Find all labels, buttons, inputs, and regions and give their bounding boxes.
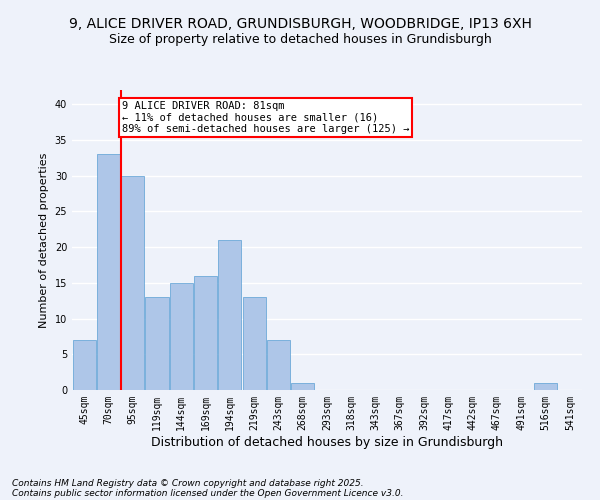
- Text: Contains HM Land Registry data © Crown copyright and database right 2025.: Contains HM Land Registry data © Crown c…: [12, 478, 364, 488]
- Bar: [534, 383, 557, 390]
- Bar: [97, 154, 120, 390]
- Bar: [194, 276, 217, 390]
- Bar: [73, 340, 95, 390]
- Text: Contains public sector information licensed under the Open Government Licence v3: Contains public sector information licen…: [12, 488, 404, 498]
- Bar: [170, 283, 193, 390]
- Text: 9 ALICE DRIVER ROAD: 81sqm
← 11% of detached houses are smaller (16)
89% of semi: 9 ALICE DRIVER ROAD: 81sqm ← 11% of deta…: [122, 100, 409, 134]
- Bar: [267, 340, 290, 390]
- Bar: [121, 176, 144, 390]
- X-axis label: Distribution of detached houses by size in Grundisburgh: Distribution of detached houses by size …: [151, 436, 503, 448]
- Text: 9, ALICE DRIVER ROAD, GRUNDISBURGH, WOODBRIDGE, IP13 6XH: 9, ALICE DRIVER ROAD, GRUNDISBURGH, WOOD…: [68, 18, 532, 32]
- Y-axis label: Number of detached properties: Number of detached properties: [39, 152, 49, 328]
- Bar: [218, 240, 241, 390]
- Bar: [291, 383, 314, 390]
- Bar: [242, 297, 266, 390]
- Text: Size of property relative to detached houses in Grundisburgh: Size of property relative to detached ho…: [109, 32, 491, 46]
- Bar: [145, 297, 169, 390]
